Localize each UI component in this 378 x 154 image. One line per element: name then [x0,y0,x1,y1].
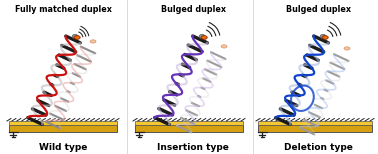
FancyBboxPatch shape [135,125,243,132]
Ellipse shape [323,36,327,38]
Text: Insertion type: Insertion type [157,144,229,152]
Ellipse shape [75,36,79,38]
Ellipse shape [202,36,206,38]
FancyBboxPatch shape [9,125,117,132]
Ellipse shape [221,45,227,48]
FancyBboxPatch shape [258,125,372,132]
Ellipse shape [320,34,326,38]
Text: Bulged duplex: Bulged duplex [285,5,350,14]
Ellipse shape [322,36,328,39]
Text: Deletion type: Deletion type [284,144,352,152]
FancyBboxPatch shape [258,121,372,125]
FancyBboxPatch shape [135,121,243,125]
Text: Bulged duplex: Bulged duplex [161,5,226,14]
Ellipse shape [344,47,350,50]
Ellipse shape [201,36,207,39]
Ellipse shape [72,34,78,38]
Text: Wild type: Wild type [39,144,87,152]
Ellipse shape [74,36,80,39]
Ellipse shape [199,34,205,38]
Ellipse shape [90,40,96,43]
FancyBboxPatch shape [9,121,117,125]
Text: Fully matched duplex: Fully matched duplex [15,5,112,14]
